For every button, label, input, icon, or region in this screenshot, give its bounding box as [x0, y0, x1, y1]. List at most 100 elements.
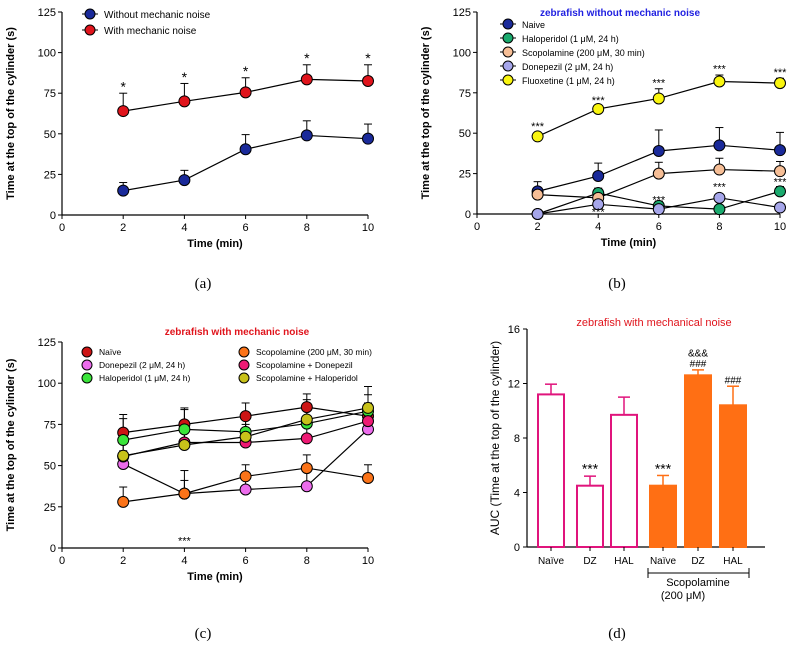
y-tick-label: 75: [459, 88, 471, 100]
legend-label: Haloperidol (1 μM, 24 h): [522, 34, 619, 44]
significance-marker: *: [120, 79, 126, 95]
chart-title: zebrafish with mechanic noise: [165, 327, 310, 338]
y-tick-label: 12: [508, 379, 520, 391]
chart-title: zebrafish without mechanic noise: [540, 8, 700, 19]
y-axis-label: Time at the top of the cylinder (s): [5, 358, 17, 531]
significance-marker: ***: [178, 536, 192, 548]
data-point: [300, 413, 313, 426]
data-point: [592, 170, 605, 183]
x-tick-label: DZ: [691, 556, 704, 567]
data-point: [592, 198, 605, 211]
data-point: [239, 143, 252, 156]
y-axis-label: Time at the top of the cylinder (s): [5, 27, 17, 200]
x-tick-label: HAL: [723, 556, 743, 567]
data-point: [239, 430, 252, 443]
y-tick-label: 16: [508, 324, 520, 336]
y-tick-label: 100: [38, 48, 56, 60]
data-point: [713, 191, 726, 204]
legend-marker: [81, 346, 93, 358]
significance-marker: ***: [774, 67, 788, 79]
legend-label: Naive: [522, 20, 545, 30]
x-tick-label: 4: [181, 222, 187, 234]
legend-marker: [502, 74, 514, 86]
significance-marker: ***: [713, 64, 727, 76]
significance-marker: *: [365, 50, 371, 66]
y-axis-label: AUC (Time at the top of the cylinder): [488, 341, 502, 535]
y-tick-label: 25: [44, 502, 56, 514]
y-tick-label: 0: [50, 210, 56, 222]
significance-marker: ***: [655, 460, 672, 476]
legend-marker: [502, 60, 514, 72]
bar: [537, 393, 565, 548]
x-tick-label: 8: [304, 555, 310, 567]
legend-marker: [84, 8, 96, 20]
data-point: [300, 462, 313, 475]
x-axis-label: Time (min): [187, 571, 243, 583]
significance-marker: ***: [592, 95, 606, 107]
y-tick-label: 125: [38, 337, 56, 349]
y-tick-label: 25: [459, 169, 471, 181]
group-label: Scopolamine: [666, 577, 730, 589]
legend-label: With mechanic noise: [104, 26, 197, 37]
significance-marker: ***: [652, 194, 666, 206]
data-point: [239, 483, 252, 496]
legend-marker: [502, 32, 514, 44]
panel-d: 0 4 8 12 16 AUC (Time at the top of the cylin…: [488, 317, 765, 602]
panel-b: 0 25 50 75 100 125 0 2 4 6 8 10 Time (min) Time at th…: [420, 7, 787, 249]
significance-marker: ***: [774, 177, 788, 189]
y-tick-label: 125: [38, 7, 56, 19]
y-tick-label: 4: [514, 488, 520, 500]
x-tick-label: 6: [243, 555, 249, 567]
significance-marker: *: [243, 63, 249, 79]
legend-marker: [238, 372, 250, 384]
data-point: [117, 184, 130, 197]
x-tick-label: DZ: [583, 556, 596, 567]
legend-marker: [81, 372, 93, 384]
data-point: [178, 439, 191, 451]
data-point: [592, 102, 605, 115]
data-point: [117, 434, 130, 447]
x-tick-label: 10: [362, 222, 374, 234]
data-point: [300, 432, 313, 445]
y-tick-label: 0: [465, 209, 471, 221]
x-tick-label: 8: [304, 222, 310, 234]
y-axis-label: Time at the top of the cylinder (s): [420, 26, 432, 199]
data-point: [774, 165, 786, 178]
bar: [610, 413, 638, 548]
y-tick-label: 50: [44, 129, 56, 141]
x-tick-label: 0: [474, 221, 480, 233]
x-tick-label: 4: [595, 221, 601, 233]
legend-label: Haloperidol (1 μM, 24 h): [99, 373, 191, 383]
data-point: [239, 86, 252, 99]
legend-label: Scopolamine + Donepezil: [256, 360, 353, 370]
data-point: [774, 144, 786, 157]
legend-label: Donepezil (2 μM, 24 h): [522, 62, 613, 72]
data-point: [362, 132, 374, 145]
data-point: [652, 92, 665, 105]
bar: [576, 484, 604, 548]
data-point: [713, 163, 726, 176]
data-point: [239, 410, 252, 423]
legend-label: Fluoxetine (1 μM, 24 h): [522, 76, 615, 86]
bar: [684, 374, 712, 549]
x-tick-label: 8: [716, 221, 722, 233]
y-tick-label: 125: [453, 7, 471, 19]
x-tick-label: 2: [120, 222, 126, 234]
data-point: [652, 144, 665, 157]
data-point: [713, 139, 726, 152]
legend-label: Donepezil (2 μM, 24 h): [99, 360, 185, 370]
data-point: [178, 174, 191, 187]
legend-marker: [238, 359, 250, 371]
x-tick-label: 2: [535, 221, 541, 233]
data-point: [774, 77, 786, 90]
data-point: [713, 75, 726, 88]
significance-marker: *: [182, 69, 188, 85]
x-axis-label: Time (min): [187, 238, 243, 250]
x-tick-label: 10: [362, 555, 374, 567]
data-point: [178, 95, 191, 108]
data-point: [300, 401, 313, 414]
x-tick-label: Naïve: [538, 556, 565, 567]
panel-label-b: (b): [608, 276, 626, 292]
panel-c: 0 25 50 75 100 125 0 2 4 6 8 10 Time (min) Time at th…: [5, 327, 374, 583]
